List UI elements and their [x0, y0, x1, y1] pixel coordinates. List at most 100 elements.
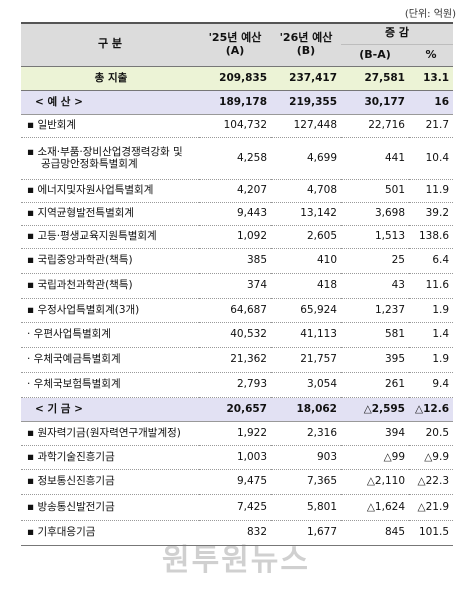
- cell-diff: 1,237: [341, 298, 409, 323]
- cell-b: 4,699: [271, 137, 341, 180]
- table-row: · 우체국예금특별회계 21,362 21,757 395 1.9: [21, 347, 454, 373]
- table-row: ▪ 일반회계 104,732 127,448 22,716 21.7: [21, 114, 454, 138]
- row-label: ▪ 우정사업특별회계(3개): [21, 298, 199, 323]
- cell-b: 5,801: [271, 494, 341, 521]
- cell-a: 385: [199, 248, 271, 274]
- header-col-b-line2: (B): [296, 43, 316, 57]
- cell-b: 127,448: [271, 114, 341, 138]
- row-label-text: ▪ 국립중앙과학관(책특): [27, 254, 133, 267]
- watermark: 원투원뉴스: [162, 543, 310, 578]
- table-row: ▪ 우정사업특별회계(3개) 64,687 65,924 1,237 1.9: [21, 298, 454, 323]
- header-col-a: '25년 예산 (A): [199, 23, 271, 67]
- row-label: 총 지출: [21, 66, 199, 91]
- cell-diff: 441: [341, 137, 409, 180]
- cell-a: 7,425: [199, 494, 271, 521]
- table-row: ▪ 고등·평생교육지원특별회계 1,092 2,605 1,513 138.6: [21, 225, 454, 249]
- cell-b: 2,316: [271, 421, 341, 446]
- table-row: · 우편사업특별회계 40,532 41,113 581 1.4: [21, 322, 454, 348]
- cell-pct: 138.6: [409, 225, 454, 249]
- header-col-a-line1: '25년 예산: [208, 31, 262, 45]
- cell-pct: 10.4: [409, 137, 454, 180]
- cell-a: 1,922: [199, 421, 271, 446]
- cell-b: 41,113: [271, 322, 341, 348]
- table-row: ▪ 국립중앙과학관(책특) 385 410 25 6.4: [21, 248, 454, 274]
- cell-pct: 16: [409, 90, 454, 115]
- table-row: ▪ 소재·부품·장비산업경쟁력강화 및 공급망안정화특별회계 4,258 4,699 4…: [21, 137, 454, 180]
- row-label: ▪ 소재·부품·장비산업경쟁력강화 및 공급망안정화특별회계: [21, 137, 199, 180]
- cell-a: 189,178: [199, 90, 271, 115]
- row-label-text: ▪ 에너지및자원사업특별회계: [27, 184, 154, 197]
- row-label: ▪ 에너지및자원사업특별회계: [21, 179, 199, 203]
- cell-a: 21,362: [199, 347, 271, 373]
- cell-pct: 39.2: [409, 202, 454, 226]
- table-row: ▪ 원자력기금(원자력연구개발계정) 1,922 2,316 394 20.5: [21, 421, 454, 446]
- cell-pct: △22.3: [409, 469, 454, 495]
- cell-b: 2,605: [271, 225, 341, 249]
- cell-diff: 27,581: [341, 66, 409, 91]
- cell-diff: △2,110: [341, 469, 409, 495]
- row-label: ▪ 정보통신진흥기금: [21, 469, 199, 495]
- table-row: ▪ 지역균형발전특별회계 9,443 13,142 3,698 39.2: [21, 202, 454, 226]
- table-row: ▪ 방송통신발전기금 7,425 5,801 △1,624 △21.9: [21, 494, 454, 521]
- row-label: < 기 금 >: [21, 397, 199, 422]
- cell-b: 3,054: [271, 372, 341, 398]
- row-label-text: · 우체국예금특별회계: [27, 353, 121, 366]
- cell-b: 13,142: [271, 202, 341, 226]
- cell-b: 1,677: [271, 520, 341, 546]
- cell-a: 1,092: [199, 225, 271, 249]
- row-label: ▪ 지역균형발전특별회계: [21, 202, 199, 226]
- cell-diff: 261: [341, 372, 409, 398]
- cell-a: 374: [199, 273, 271, 299]
- cell-a: 20,657: [199, 397, 271, 422]
- cell-diff: 581: [341, 322, 409, 348]
- cell-a: 64,687: [199, 298, 271, 323]
- table-row: · 우체국보험특별회계 2,793 3,054 261 9.4: [21, 372, 454, 398]
- cell-a: 1,003: [199, 445, 271, 470]
- cell-a: 209,835: [199, 66, 271, 91]
- row-label-text: ▪ 일반회계: [27, 119, 77, 132]
- cell-pct: △21.9: [409, 494, 454, 521]
- cell-diff: △99: [341, 445, 409, 470]
- cell-diff: 30,177: [341, 90, 409, 115]
- table-row: ▪ 기후대응기금 832 1,677 845 101.5: [21, 520, 454, 546]
- cell-diff: 25: [341, 248, 409, 274]
- table-row: ▪ 정보통신진흥기금 9,475 7,365 △2,110 △22.3: [21, 469, 454, 495]
- header-category: 구 분: [21, 23, 199, 67]
- cell-pct: 1.9: [409, 347, 454, 373]
- row-label-text-line2: 공급망안정화특별회계: [41, 158, 138, 170]
- row-label-text: ▪ 정보통신진흥기금: [27, 475, 115, 488]
- cell-diff: 3,698: [341, 202, 409, 226]
- cell-pct: 1.9: [409, 298, 454, 323]
- cell-b: 418: [271, 273, 341, 299]
- table-row: 총 지출 209,835 237,417 27,581 13.1: [21, 66, 454, 91]
- cell-diff: 43: [341, 273, 409, 299]
- cell-pct: 20.5: [409, 421, 454, 446]
- cell-b: 7,365: [271, 469, 341, 495]
- cell-b: 410: [271, 248, 341, 274]
- cell-pct: 9.4: [409, 372, 454, 398]
- table-row: < 예 산 > 189,178 219,355 30,177 16: [21, 90, 454, 115]
- row-label: · 우체국보험특별회계: [21, 372, 199, 398]
- cell-diff: △1,624: [341, 494, 409, 521]
- row-label: ▪ 원자력기금(원자력연구개발계정): [21, 421, 199, 446]
- row-label-text: < 예 산 >: [35, 95, 83, 108]
- row-label-text: ▪ 우정사업특별회계(3개): [27, 303, 140, 316]
- row-label-text: < 기 금 >: [35, 402, 83, 415]
- cell-a: 832: [199, 520, 271, 546]
- cell-a: 9,475: [199, 469, 271, 495]
- cell-pct: 13.1: [409, 66, 454, 91]
- unit-note: (단위: 억원): [404, 9, 456, 20]
- row-label-text: ▪ 과학기술진흥기금: [27, 450, 115, 463]
- row-label: ▪ 국립과천과학관(책특): [21, 273, 199, 299]
- row-label: · 우체국예금특별회계: [21, 347, 199, 373]
- cell-diff: △2,595: [341, 397, 409, 422]
- row-label: ▪ 고등·평생교육지원특별회계: [21, 225, 199, 249]
- row-label: ▪ 기후대응기금: [21, 520, 199, 546]
- header-col-a-line2: (A): [225, 43, 245, 57]
- row-label-text: ▪ 방송통신발전기금: [27, 500, 115, 513]
- row-label: < 예 산 >: [21, 90, 199, 115]
- row-label-text: · 우편사업특별회계: [27, 328, 111, 341]
- row-label-text: ▪ 고등·평생교육지원특별회계: [27, 230, 157, 243]
- cell-a: 104,732: [199, 114, 271, 138]
- cell-diff: 501: [341, 179, 409, 203]
